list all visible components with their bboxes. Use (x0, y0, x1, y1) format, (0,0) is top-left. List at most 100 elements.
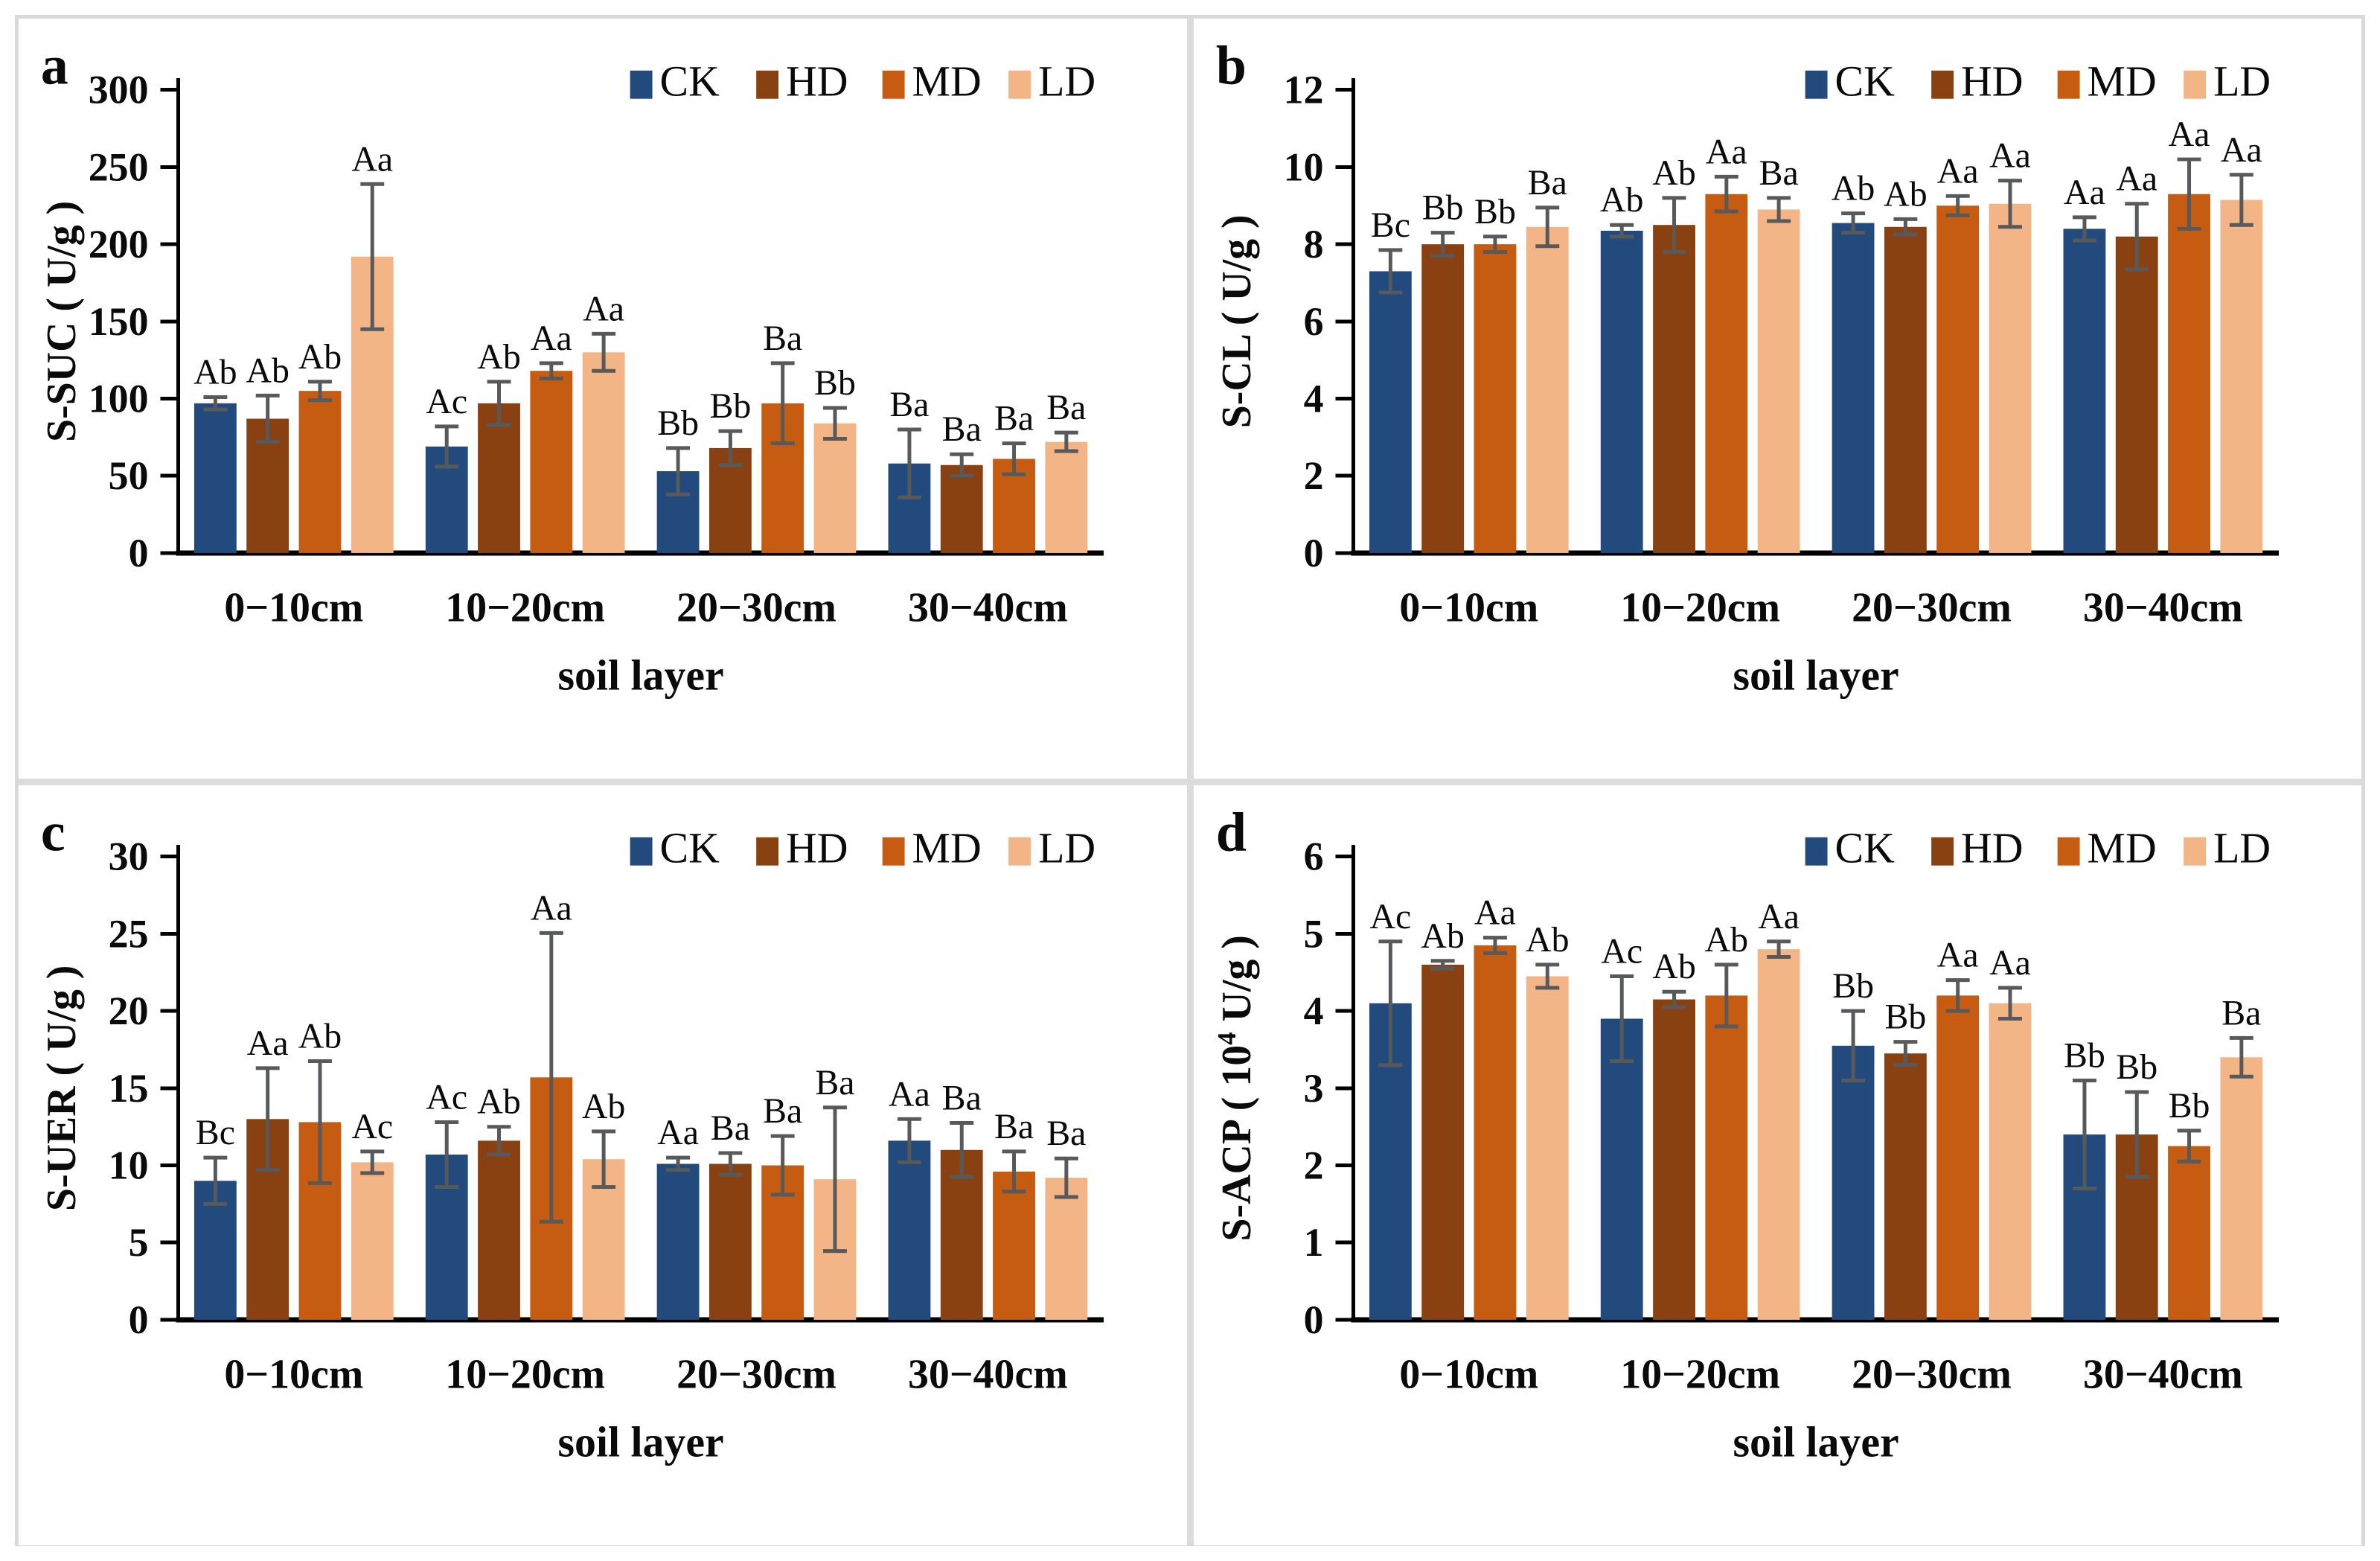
significance-letter: Ab (1884, 174, 1928, 214)
significance-letter: Aa (531, 319, 572, 358)
error-bar-ck-4 (2072, 1079, 2096, 1191)
legend-swatch-md (2057, 837, 2080, 866)
bar-hd-3 (1884, 226, 1927, 553)
bar-md-4 (993, 1171, 1035, 1320)
significance-letter: Aa (2168, 115, 2210, 154)
legend-swatch-ld (1008, 70, 1031, 99)
error-bar-md-4 (1002, 1149, 1026, 1194)
x-category-label: 30−40cm (2083, 585, 2243, 631)
y-tick-label: 4 (1303, 989, 1323, 1033)
significance-letter: Aa (247, 1024, 289, 1063)
bar-ld-3 (1989, 1003, 2031, 1320)
significance-letter: Ba (994, 399, 1034, 438)
error-bar-hd-2 (1662, 989, 1686, 1009)
y-tick-label: 20 (109, 989, 149, 1033)
error-bar-ck-1 (203, 1155, 228, 1206)
bar-hd-2 (1652, 225, 1695, 553)
error-bar-ld-4 (1054, 1156, 1078, 1199)
error-bar-ld-1 (1535, 205, 1559, 249)
x-category-label: 10−20cm (445, 585, 605, 631)
legend-item-hd: HD (1930, 824, 2024, 872)
bar-hd-2 (478, 403, 520, 553)
error-bar-hd-2 (487, 380, 511, 427)
legend-label-md: MD (2087, 824, 2156, 872)
error-bar-ld-1 (1535, 963, 1559, 990)
bar-hd-3 (1884, 1053, 1927, 1320)
bar-md-3 (1936, 205, 1979, 553)
significance-letter: Aa (2116, 159, 2157, 199)
significance-letter: Bb (657, 403, 699, 443)
significance-letter: Aa (1936, 936, 1978, 975)
y-axis-title: S-ACP ( 104 U/g ) (1212, 935, 1259, 1241)
error-bar-md-2 (1714, 174, 1738, 214)
legend-label-md: MD (2087, 57, 2156, 106)
significance-letter: Ab (193, 353, 237, 392)
legend-swatch-ld (2183, 70, 2206, 99)
y-tick-label: 2 (1303, 1143, 1323, 1188)
y-tick-label: 10 (1283, 144, 1323, 189)
y-tick-label: 250 (89, 144, 149, 189)
bar-ck-3 (1832, 223, 1875, 553)
legend-item-md: MD (2057, 57, 2156, 106)
legend-label-md: MD (912, 824, 982, 872)
error-bar-ck-2 (1609, 974, 1634, 1064)
error-bar-md-3 (1945, 194, 1970, 217)
legend-swatch-hd (756, 837, 779, 866)
bar-md-1 (1474, 945, 1516, 1320)
significance-letter: Aa (1758, 897, 1800, 936)
significance-letter: Bb (2168, 1086, 2210, 1126)
error-bar-ld-2 (1766, 196, 1791, 223)
bar-hd-1 (1421, 964, 1464, 1320)
error-bar-md-2 (539, 361, 563, 381)
error-bar-md-4 (1002, 441, 1026, 476)
error-bar-ck-4 (2072, 215, 2096, 243)
error-bar-md-2 (539, 930, 563, 1224)
x-axis-title: soil layer (1733, 651, 1898, 699)
significance-letter: Aa (1474, 893, 1516, 933)
x-axis-title: soil layer (1733, 1417, 1898, 1466)
significance-letter: Ba (763, 1091, 802, 1131)
significance-letter: Aa (2064, 173, 2105, 212)
chart-b: b 0 2 4 6 8 10 12 S-CL ( U/g ) 0−10cm Bc Bb Bb Ba 10−2… (1213, 35, 2279, 699)
legend-label-hd: HD (1961, 824, 2024, 872)
significance-letter: Bb (1421, 188, 1463, 228)
significance-letter: Bb (2116, 1047, 2157, 1087)
significance-letter: Ac (1601, 932, 1642, 971)
legend-label-ck: CK (1834, 57, 1895, 106)
error-bar-hd-3 (718, 429, 743, 467)
y-tick-label: 300 (89, 68, 149, 112)
error-bar-hd-1 (1430, 231, 1455, 258)
error-bar-ld-3 (1997, 986, 2022, 1021)
y-tick-label: 150 (89, 299, 149, 344)
legend-item-ld: LD (2183, 57, 2271, 106)
significance-letter: Ba (763, 319, 802, 358)
y-tick-label: 30 (109, 834, 149, 879)
significance-letter: Aa (2220, 130, 2262, 170)
error-bar-ld-3 (1997, 179, 2022, 229)
significance-letter: Bb (2064, 1036, 2105, 1076)
x-category-label: 0−10cm (224, 1352, 363, 1398)
y-tick-label: 5 (129, 1220, 149, 1265)
bar-ld-4 (1045, 441, 1088, 553)
error-bar-md-4 (2177, 157, 2201, 231)
significance-letter: Aa (531, 889, 572, 928)
error-bar-ld-2 (592, 1129, 616, 1190)
x-category-label: 20−30cm (1852, 1352, 2012, 1398)
significance-letter: Ba (942, 409, 982, 449)
significance-letter: Aa (657, 1113, 699, 1152)
significance-letter: Ab (298, 1017, 342, 1056)
error-bar-ld-3 (823, 1105, 847, 1254)
significance-letter: Ab (298, 337, 342, 377)
significance-letter: Bb (1832, 966, 1874, 1006)
x-category-label: 20−30cm (676, 1352, 836, 1398)
error-bar-ld-4 (2229, 173, 2253, 227)
legend-swatch-hd (756, 70, 779, 99)
error-bar-ld-2 (592, 331, 616, 373)
error-bar-ld-2 (1766, 939, 1791, 960)
significance-letter: Ba (1046, 1114, 1086, 1153)
error-bar-md-3 (1945, 978, 1970, 1013)
legend-item-ck: CK (1805, 57, 1895, 106)
bar-hd-2 (478, 1140, 520, 1320)
error-bar-hd-4 (2124, 202, 2149, 272)
